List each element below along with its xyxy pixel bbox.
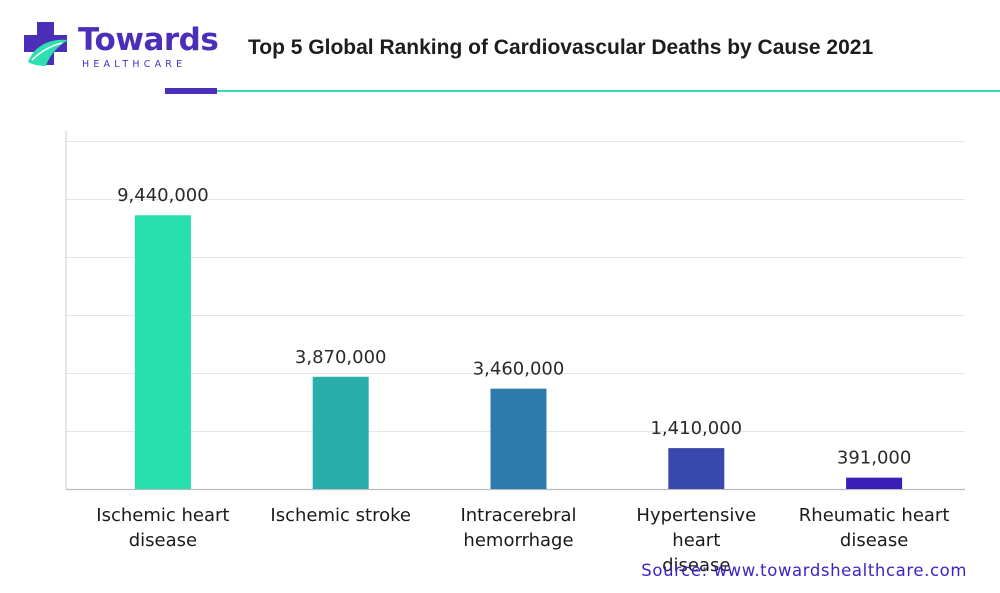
- bar: [668, 448, 725, 489]
- source-credit: Source: www.towardshealthcare.com: [641, 561, 967, 580]
- category-label-line: hemorrhage: [463, 530, 574, 551]
- category-label: Intracerebral hemorrhage: [434, 503, 604, 553]
- category-label: Hypertensive heart disease: [611, 503, 781, 578]
- category-label-line: disease: [662, 555, 731, 576]
- value-label: 9,440,000: [117, 185, 209, 206]
- category-label-line: disease: [128, 530, 198, 551]
- value-label: 3,870,000: [295, 347, 387, 368]
- header-rule-accent: [217, 90, 1000, 92]
- medical-cross-icon: [24, 22, 68, 66]
- value-label: 1,410,000: [650, 418, 742, 439]
- value-label: 391,000: [837, 448, 911, 469]
- category-label-line: Rheumatic heart: [798, 505, 950, 526]
- value-label: 3,460,000: [473, 359, 565, 380]
- towards-healthcare-logo: Towards HEALTHCARE: [20, 18, 220, 78]
- category-label: Rheumatic heart disease: [789, 503, 959, 553]
- category-label: Ischemic stroke: [256, 503, 426, 528]
- category-label-line: Ischemic heart: [96, 505, 230, 526]
- logo-wordmark: Towards: [78, 22, 219, 58]
- bar: [490, 388, 547, 489]
- category-label-line: Hypertensive heart: [636, 505, 757, 551]
- bar: [134, 215, 191, 490]
- header: Towards HEALTHCARE Top 5 Global Ranking …: [0, 0, 1000, 100]
- category-label: Ischemic heart disease: [78, 503, 248, 553]
- chart-title: Top 5 Global Ranking of Cardiovascular D…: [248, 36, 874, 59]
- bar: [846, 477, 903, 489]
- header-rule-dark: [165, 88, 217, 94]
- bar: [312, 376, 369, 489]
- logo-subtitle: HEALTHCARE: [82, 59, 187, 70]
- category-label-line: Intracerebral: [460, 505, 577, 526]
- category-label-line: Ischemic stroke: [270, 505, 411, 526]
- category-label-line: disease: [839, 530, 909, 551]
